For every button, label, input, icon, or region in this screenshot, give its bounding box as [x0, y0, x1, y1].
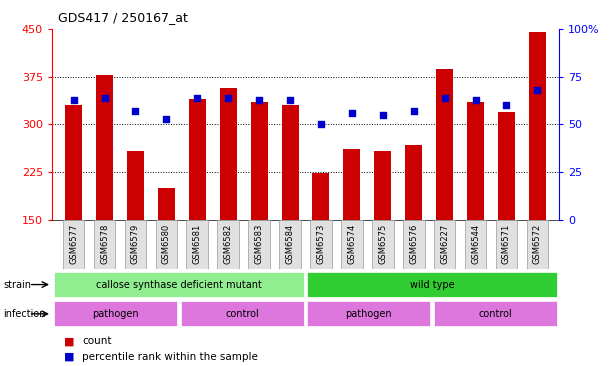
Bar — [279, 220, 301, 269]
Text: GSM6544: GSM6544 — [471, 224, 480, 264]
Bar — [307, 302, 430, 326]
Bar — [310, 220, 332, 269]
Text: pathogen: pathogen — [346, 309, 392, 319]
Point — [192, 95, 202, 101]
Bar — [251, 102, 268, 220]
Text: GSM6579: GSM6579 — [131, 224, 140, 264]
Bar — [436, 68, 453, 220]
Text: GSM6581: GSM6581 — [193, 224, 202, 264]
Point — [347, 110, 357, 116]
Bar — [248, 220, 270, 269]
Bar — [181, 302, 304, 326]
Point — [378, 112, 388, 118]
Bar — [220, 87, 236, 220]
Text: callose synthase deficient mutant: callose synthase deficient mutant — [96, 280, 262, 290]
Text: wild type: wild type — [410, 280, 455, 290]
Point — [409, 108, 419, 114]
Bar — [93, 220, 115, 269]
Point — [68, 97, 78, 102]
Text: GSM6576: GSM6576 — [409, 224, 418, 265]
Text: GSM6584: GSM6584 — [285, 224, 295, 264]
Bar — [54, 272, 304, 297]
Bar — [527, 220, 548, 269]
Point — [470, 97, 480, 102]
Point — [223, 95, 233, 101]
Text: control: control — [479, 309, 513, 319]
Point — [161, 116, 171, 122]
Bar — [434, 302, 557, 326]
Text: GSM6582: GSM6582 — [224, 224, 233, 264]
Bar — [372, 220, 393, 269]
Text: GSM6577: GSM6577 — [69, 224, 78, 265]
Text: ■: ■ — [64, 352, 75, 362]
Bar — [405, 145, 422, 220]
Bar — [341, 220, 363, 269]
Bar — [127, 151, 144, 220]
Text: strain: strain — [3, 280, 31, 290]
Text: GSM6580: GSM6580 — [162, 224, 171, 264]
Bar — [189, 99, 206, 220]
Bar — [434, 220, 455, 269]
Bar — [125, 220, 146, 269]
Text: GSM6227: GSM6227 — [440, 224, 449, 264]
Text: count: count — [82, 336, 112, 347]
Point — [285, 97, 295, 102]
Text: GSM6573: GSM6573 — [316, 224, 326, 265]
Bar — [218, 220, 239, 269]
Point — [100, 95, 109, 101]
Bar — [467, 102, 484, 220]
Bar — [312, 173, 329, 220]
Point — [440, 95, 450, 101]
Text: GSM6571: GSM6571 — [502, 224, 511, 264]
Text: GSM6574: GSM6574 — [348, 224, 356, 264]
Bar — [529, 33, 546, 220]
Text: GSM6572: GSM6572 — [533, 224, 542, 264]
Point — [254, 97, 264, 102]
Point — [316, 122, 326, 127]
Text: percentile rank within the sample: percentile rank within the sample — [82, 352, 258, 362]
Bar — [282, 105, 299, 220]
Bar — [465, 220, 486, 269]
Bar — [96, 75, 113, 220]
Bar — [65, 105, 82, 220]
Point — [533, 87, 543, 93]
Bar — [375, 151, 391, 220]
Point — [131, 108, 141, 114]
Text: GSM6575: GSM6575 — [378, 224, 387, 264]
Bar — [186, 220, 208, 269]
Point — [502, 102, 511, 108]
Bar — [307, 272, 557, 297]
Text: GSM6578: GSM6578 — [100, 224, 109, 265]
Text: GDS417 / 250167_at: GDS417 / 250167_at — [58, 11, 188, 24]
Text: control: control — [225, 309, 259, 319]
Bar — [54, 302, 177, 326]
Bar — [158, 188, 175, 220]
Bar — [156, 220, 177, 269]
Bar — [63, 220, 84, 269]
Text: ■: ■ — [64, 336, 75, 347]
Bar — [403, 220, 425, 269]
Text: pathogen: pathogen — [92, 309, 139, 319]
Bar — [343, 149, 360, 220]
Text: GSM6583: GSM6583 — [255, 224, 263, 265]
Text: infection: infection — [3, 309, 46, 319]
Bar — [498, 112, 515, 220]
Bar — [496, 220, 518, 269]
